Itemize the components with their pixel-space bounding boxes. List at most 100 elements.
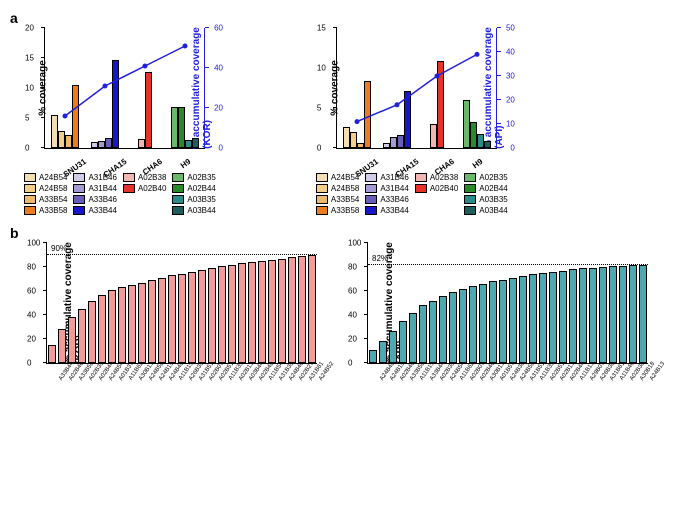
bar [463,100,470,148]
bar [619,266,628,363]
bar [599,267,608,363]
chart-b-right: % accumulative coverage(API) 02040608010… [367,243,648,364]
bar [390,137,397,148]
legend-swatch [365,173,377,182]
y-tick: 15 [317,24,326,33]
dotted-label: 90% [51,244,67,253]
legend-item: A02B40 [123,184,166,193]
legend-label: A02B35 [187,173,215,182]
legend-swatch [464,173,476,182]
bar [112,60,119,148]
bar [357,143,364,148]
legend-item: A33B54 [24,195,67,204]
legend-label: A02B40 [138,184,166,193]
bar [138,283,147,363]
bar [383,143,390,148]
bar [98,141,105,148]
bar [168,275,177,363]
legend-swatch [73,173,85,182]
bar [589,268,598,363]
bar [65,135,72,148]
legend-label: A33B46 [380,195,408,204]
legend-item: A33B54 [316,195,359,204]
legend-item: A02B35 [172,173,215,182]
legend-item: A03B35 [172,195,215,204]
legend-label: A24B58 [39,184,67,193]
bar [579,268,588,363]
chart-a-left: % coverage % accumulative coverage(KOR) … [44,28,205,149]
chart-a-right: % coverage % accumulative coverage(API) … [336,28,497,149]
bar [499,280,508,363]
bar [430,124,437,148]
bar [48,345,57,363]
bar [91,142,98,148]
legend-swatch [172,206,184,215]
legend-swatch [316,195,328,204]
legend-label: A33B44 [380,206,408,215]
bar [278,259,287,363]
legend-label: A31B44 [88,184,116,193]
y2-tick: 0 [510,144,514,153]
bar [484,141,491,148]
y-tick: 60 [27,287,36,296]
legend-label: A03B35 [479,195,507,204]
legend-label: A33B54 [39,195,67,204]
bar [609,266,618,363]
figure: a % coverage % accumulative coverage(KOR… [10,10,685,364]
bar [128,285,137,363]
legend-item [123,195,166,204]
y-tick: 0 [27,359,31,368]
legend-swatch [464,206,476,215]
legend-swatch [415,184,427,193]
legend-label: A02B44 [187,184,215,193]
bar [288,257,297,363]
panel-a-right-col: % coverage % accumulative coverage(API) … [336,28,508,215]
x-tick: H9 [471,157,485,170]
y-tick: 100 [348,239,361,248]
legend-swatch [24,184,36,193]
legend-swatch [73,206,85,215]
bar [399,321,408,363]
legend-label: A02B38 [138,173,166,182]
legend-item: A02B44 [172,184,215,193]
bar [639,265,648,363]
bar [88,301,97,363]
legend-item [415,206,458,215]
legend-item [123,206,166,215]
legend-item: A33B58 [24,206,67,215]
bar [178,107,185,148]
x-tick: H9 [179,157,193,170]
bar [138,139,145,148]
bar [78,309,87,363]
y2-tick: 40 [506,48,515,57]
bar [258,261,267,363]
bar [238,263,247,363]
legend-swatch [172,195,184,204]
bar [369,350,378,363]
y-tick: 80 [348,263,357,272]
y2-tick: 40 [214,64,223,73]
legend-swatch [24,195,36,204]
bar [479,284,488,363]
y2-tick: 30 [506,72,515,81]
legend-label: A02B35 [479,173,507,182]
y-tick: 15 [25,54,34,63]
chart-b-left: % accumulative coverage(KOR) 02040608010… [46,243,317,364]
bar [58,131,65,148]
y-tick: 0 [348,359,352,368]
bar [268,260,277,363]
y2-tick: 60 [214,24,223,33]
legend-item: A24B58 [24,184,67,193]
y-tick: 100 [27,239,40,248]
legend-label: A03B44 [187,206,215,215]
y2-tick: 20 [506,96,515,105]
bar [459,289,468,363]
legend-item: A03B44 [172,206,215,215]
bar [308,255,317,363]
legend-item: A33B44 [73,206,116,215]
bar [437,61,444,148]
bar [108,290,117,363]
y-tick: 0 [317,144,321,153]
bar [192,138,199,148]
legend-swatch [415,173,427,182]
